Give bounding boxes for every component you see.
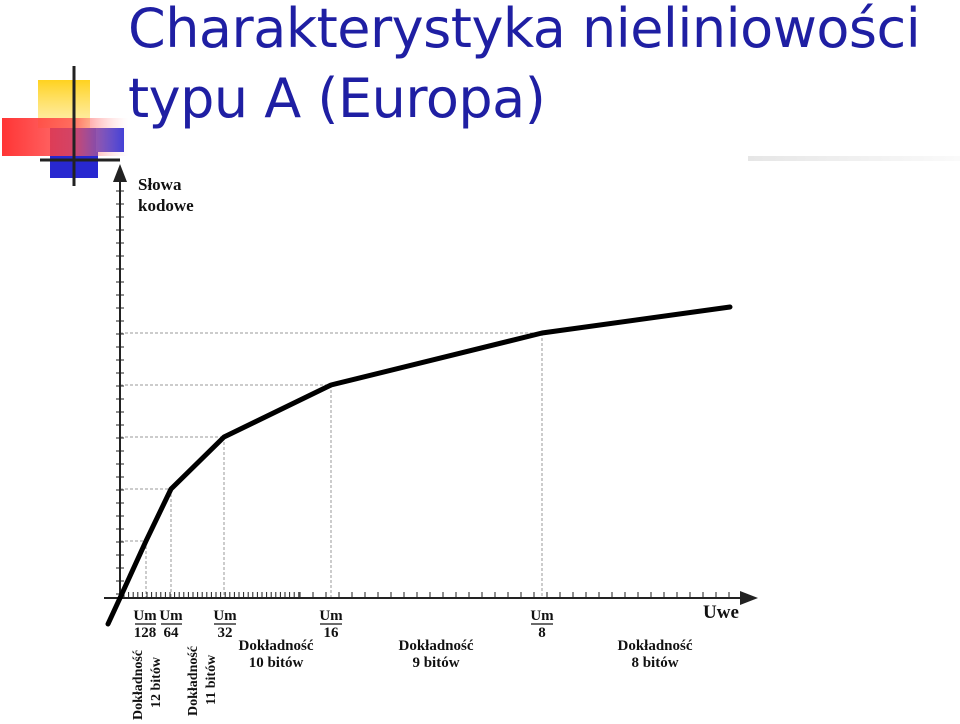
x-axis (104, 592, 748, 599)
accuracy-11-line-2: 11 bitów (204, 654, 219, 705)
accuracy-12-line-1: Dokładność (131, 650, 146, 720)
title-underline (748, 156, 960, 161)
breakpoint-1-num: Um (133, 608, 157, 624)
breakpoint-5-den: 8 (538, 625, 546, 641)
breakpoint-3-num: Um (213, 608, 237, 624)
x-axis-arrow (740, 591, 758, 605)
vertical-accuracy-labels: Dokładność 12 bitów Dokładność 11 bitów (131, 646, 219, 720)
x-axis-label: Uwe (703, 602, 739, 623)
accuracy-9-line-2: 9 bitów (412, 655, 459, 671)
horizontal-accuracy-labels: Dokładność 10 bitów Dokładność 9 bitów D… (238, 638, 692, 671)
decorative-squares-logo (2, 66, 128, 186)
breakpoint-2-den: 64 (164, 625, 180, 641)
logo-red-bar (2, 118, 128, 156)
title-line-2: typu A (Europa) (128, 67, 546, 130)
breakpoint-labels: Um 128 Um 64 Um 32 Um 16 Um 8 (133, 608, 554, 641)
breakpoint-2-num: Um (159, 608, 183, 624)
accuracy-10-line-2: 10 bitów (249, 655, 304, 671)
accuracy-9-line-1: Dokładność (398, 638, 473, 654)
accuracy-8-line-1: Dokładność (617, 638, 692, 654)
y-axis-arrow (113, 164, 127, 182)
title-line-1: Charakterystyka nieliniowości (128, 0, 921, 60)
slide-title: Charakterystyka nieliniowości typu A (Eu… (128, 0, 958, 134)
y-axis-label-line-2: kodowe (138, 196, 194, 215)
breakpoint-4-num: Um (319, 608, 343, 624)
accuracy-10-line-1: Dokładność (238, 638, 313, 654)
y-axis-label: Słowa kodowe (138, 175, 194, 215)
breakpoint-5-num: Um (530, 608, 554, 624)
breakpoint-1-den: 128 (134, 625, 157, 641)
y-axis (116, 172, 124, 600)
accuracy-8-line-2: 8 bitów (631, 655, 678, 671)
accuracy-11-line-1: Dokładność (186, 646, 201, 716)
characteristic-curve (105, 304, 733, 627)
breakpoint-4-den: 16 (324, 625, 340, 641)
grid-lines (120, 332, 543, 598)
accuracy-12-line-2: 12 bitów (149, 656, 164, 708)
y-axis-label-line-1: Słowa (138, 175, 182, 194)
breakpoint-3-den: 32 (218, 625, 233, 641)
